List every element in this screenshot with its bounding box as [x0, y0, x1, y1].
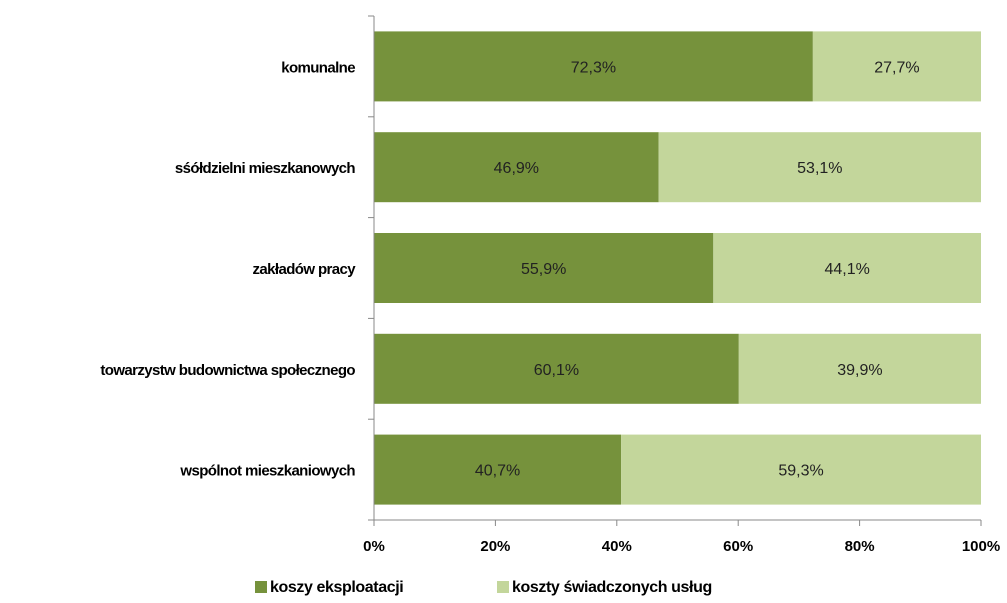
- legend-label-0: koszy eksploatacji: [270, 579, 403, 596]
- x-tick-label: 40%: [602, 538, 632, 555]
- category-label-3: towarzystw budownictwa społecznego: [100, 362, 355, 379]
- legend-swatch-1: [497, 581, 509, 593]
- category-label-2: zakładów pracy: [253, 261, 357, 278]
- x-tick-label: 20%: [480, 538, 510, 555]
- bar-uslugi-0: [812, 31, 981, 102]
- bar-value-label: 27,7%: [874, 59, 919, 76]
- legend-swatch-0: [255, 581, 267, 593]
- bar-value-label: 53,1%: [797, 160, 842, 177]
- bar-value-label: 72,3%: [571, 59, 616, 76]
- x-tick-label: 60%: [723, 538, 753, 555]
- bar-eksploatacja-4: [374, 434, 622, 505]
- bar-uslugi-4: [621, 434, 981, 505]
- bar-value-label: 59,3%: [778, 463, 823, 480]
- bar-value-label: 40,7%: [475, 463, 520, 480]
- category-labels-group: komunalne sśółdzielni mieszkanowych zakład…: [100, 59, 356, 479]
- bar-eksploatacja-2: [374, 233, 714, 303]
- bar-uslugi-1: [658, 132, 981, 203]
- category-label-1: sśółdzielni mieszkanowych: [175, 160, 356, 177]
- bar-value-label: 55,9%: [521, 261, 566, 278]
- legend: koszy eksploatacji koszty świadczonych us…: [255, 579, 712, 596]
- bar-value-label: 60,1%: [534, 362, 579, 379]
- bar-uslugi-2: [713, 233, 981, 303]
- bar-labels-group: 72,3% 27,7% 46,9% 53,1% 55,9% 44,1% 60,1% 39,9%…: [475, 59, 920, 479]
- bar-uslugi-3: [738, 333, 981, 404]
- bar-value-label: 39,9%: [837, 362, 882, 379]
- bars-group: [374, 31, 981, 505]
- axes-group: [368, 15, 982, 526]
- bar-eksploatacja-0: [374, 31, 813, 102]
- category-label-4: wspólnot mieszkaniowych: [179, 463, 355, 480]
- x-tick-label: 100%: [962, 538, 1000, 555]
- bar-eksploatacja-3: [374, 333, 739, 404]
- legend-label-1: koszty świadczonych usług: [512, 579, 712, 596]
- x-tick-labels-group: 0% 20% 40% 60% 80% 100%: [363, 538, 1000, 555]
- bar-value-label: 46,9%: [494, 160, 539, 177]
- x-tick-label: 80%: [845, 538, 875, 555]
- bar-value-label: 44,1%: [824, 261, 869, 278]
- x-tick-label: 0%: [363, 538, 385, 555]
- bar-eksploatacja-1: [374, 132, 659, 203]
- category-label-0: komunalne: [281, 59, 355, 76]
